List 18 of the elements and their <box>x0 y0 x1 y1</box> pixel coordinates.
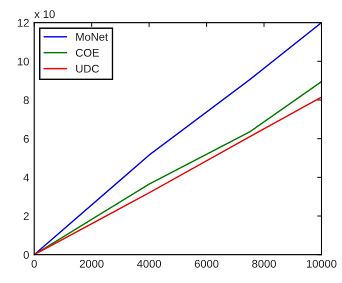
y-tick-label: 8 <box>24 96 29 104</box>
text: x 10 <box>34 10 55 18</box>
legend-label: COE <box>76 48 99 57</box>
y-tick-label: 2 <box>24 212 29 220</box>
x-tick-label: 0 <box>32 260 37 268</box>
legend-label: MoNet <box>76 33 108 41</box>
y-tick-label: 10 <box>18 58 29 66</box>
y-tick-label: 4 <box>23 174 30 182</box>
legend-label: UDC <box>76 64 99 73</box>
line-series <box>34 22 322 255</box>
x-tick-label: 4000 <box>137 260 162 268</box>
x-tick-label: 2000 <box>80 260 104 268</box>
y-tick-label: 6 <box>24 134 29 143</box>
y-tick-label: 12 <box>18 18 29 27</box>
y-tick-label: 0 <box>24 250 29 259</box>
x-tick-label: 8000 <box>252 260 276 268</box>
x-tick-label: 6000 <box>194 260 218 268</box>
x-tick-label: 10000 <box>306 260 336 268</box>
